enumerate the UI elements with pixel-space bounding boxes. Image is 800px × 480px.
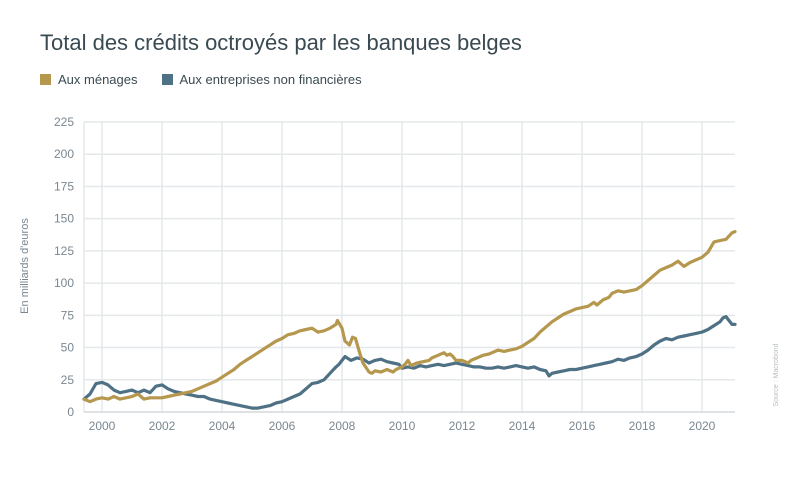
x-tick-label: 2016 (569, 419, 596, 433)
legend-swatch-entreprises (161, 74, 173, 85)
y-tick-label: 225 (54, 115, 74, 129)
y-axis-label: En milliards d'euros (19, 218, 31, 314)
tick-labels: 0 25 50 75 100 125 150 175 200 225 2000 2002 2004 200… (54, 115, 716, 433)
y-tick-label: 25 (61, 373, 75, 387)
x-tick-label: 2000 (89, 419, 116, 433)
x-tick-label: 2020 (689, 419, 716, 433)
grid-lines (83, 121, 735, 413)
y-tick-label: 125 (54, 244, 74, 258)
legend-swatch-menages (40, 74, 51, 85)
x-tick-label: 2002 (149, 419, 176, 433)
series-line-entreprises (82, 315, 737, 410)
x-tick-label: 2014 (509, 419, 536, 433)
series-line-menages (82, 230, 737, 404)
x-tick-label: 2012 (449, 419, 476, 433)
x-tick-label: 2004 (209, 419, 236, 433)
chart-title: Total des crédits octroyés par les banqu… (40, 30, 522, 55)
y-tick-label: 50 (61, 341, 75, 355)
y-tick-label: 175 (54, 179, 74, 193)
legend-item-menages: Aux ménages (40, 72, 138, 87)
y-tick-label: 100 (54, 276, 74, 290)
legend-item-entreprises: Aux entreprises non financières (161, 72, 362, 87)
legend-label-entreprises: Aux entreprises non financières (179, 72, 362, 87)
legend: Aux ménages Aux entreprises non financiè… (40, 72, 362, 87)
source-note: Source : Macrobond (773, 343, 780, 406)
x-tick-label: 2006 (269, 419, 296, 433)
y-tick-label: 150 (54, 212, 74, 226)
legend-label-menages: Aux ménages (58, 72, 138, 87)
x-tick-label: 2008 (329, 419, 356, 433)
y-tick-label: 0 (67, 405, 74, 419)
x-tick-label: 2010 (389, 419, 416, 433)
y-tick-label: 75 (61, 308, 75, 322)
y-tick-label: 200 (54, 147, 74, 161)
series-lines (82, 230, 737, 410)
x-tick-label: 2018 (629, 419, 656, 433)
